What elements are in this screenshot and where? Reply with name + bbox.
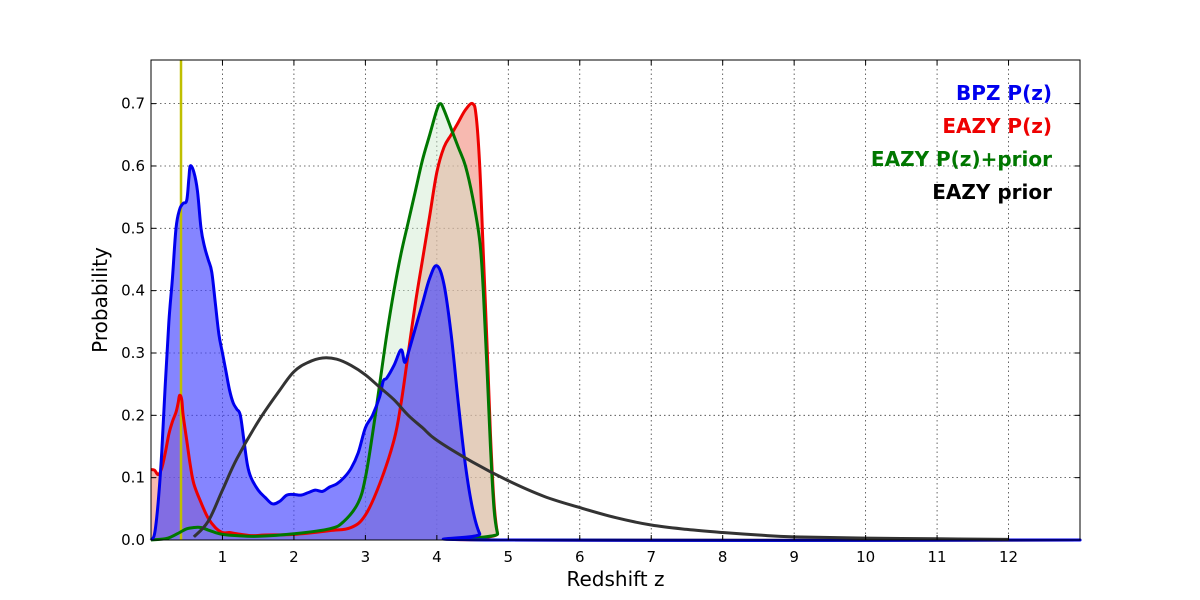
- axes-layer: 1 2 3 4 5 6 7 8 9 10 11 120.00.10.20.30.40.50.60.7: [121, 59, 1081, 566]
- legend-layer: BPZ P(z) EAZY P(z) EAZY P(z)+prior EAZY pri…: [871, 81, 1052, 204]
- legend-entry: BPZ P(z): [956, 81, 1052, 105]
- y-axis-label: Probability: [88, 247, 112, 353]
- y-tick-label: 0.0: [121, 531, 145, 549]
- y-tick-label: 0.6: [121, 157, 145, 175]
- y-tick-label: 0.3: [121, 344, 145, 362]
- x-tick-label: 4: [432, 548, 442, 566]
- bpz-p-z-fill: [151, 165, 1081, 541]
- x-tick-label: 1: [218, 548, 228, 566]
- y-tick-label: 0.4: [121, 282, 145, 300]
- eazy-p-z-prior-line: [150, 102, 1081, 542]
- eazy-p-z-line: [150, 101, 1081, 542]
- x-tick-label: 8: [718, 548, 728, 566]
- x-tick-label: 12: [999, 548, 1018, 566]
- x-axis-label: Redshift z: [566, 567, 664, 591]
- x-tick-label: 5: [504, 548, 514, 566]
- legend-entry: EAZY P(z)+prior: [871, 147, 1052, 171]
- y-tick-label: 0.7: [121, 95, 145, 113]
- legend-entry: EAZY P(z): [942, 114, 1052, 138]
- x-tick-label: 10: [856, 548, 875, 566]
- x-tick-label: 11: [928, 548, 947, 566]
- plot-frame: [150, 59, 1081, 541]
- y-tick-label: 0.2: [121, 406, 145, 424]
- grid-layer: [151, 60, 1080, 540]
- x-tick-label: 9: [789, 548, 799, 566]
- eazy-prior-line: [192, 356, 1009, 541]
- y-tick-label: 0.5: [121, 219, 145, 237]
- line-layer: [149, 60, 1082, 542]
- x-tick-label: 7: [646, 548, 656, 566]
- fill-layer: [151, 103, 1081, 541]
- x-tick-label: 2: [289, 548, 299, 566]
- legend-entry: EAZY prior: [932, 180, 1052, 204]
- x-tick-label: 3: [361, 548, 371, 566]
- x-tick-label: 6: [575, 548, 585, 566]
- y-tick-label: 0.1: [121, 469, 145, 487]
- bpz-p-z-line: [149, 164, 1082, 542]
